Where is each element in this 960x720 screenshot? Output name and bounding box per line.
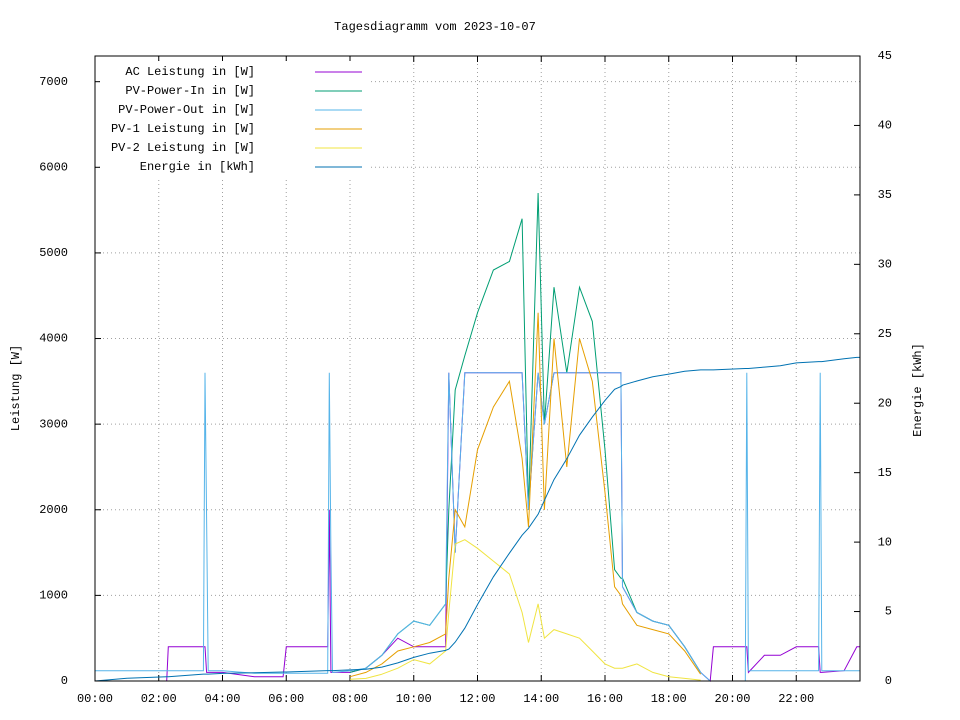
y2-tick-label: 0 [885, 674, 892, 688]
legend-label: PV-2 Leistung in [W] [111, 141, 255, 155]
y-axis-label: Leistung [W] [9, 345, 23, 431]
y2-tick-label: 20 [878, 396, 892, 410]
y2-tick-label: 5 [885, 605, 892, 619]
series-line [95, 372, 860, 682]
y-tick-label: 2000 [39, 503, 68, 517]
legend-label: Energie in [kWh] [140, 160, 255, 174]
legend-label: PV-1 Leistung in [W] [111, 122, 255, 136]
x-tick-label: 08:00 [332, 692, 368, 706]
y-tick-label: 4000 [39, 332, 68, 346]
x-tick-label: 02:00 [141, 692, 177, 706]
legend-label: PV-Power-In in [W] [125, 84, 255, 98]
y2-axis-label: Energie [kWh] [911, 343, 925, 437]
legend-label: PV-Power-Out in [W] [118, 103, 255, 117]
legend-box [100, 61, 368, 179]
y2-tick-label: 40 [878, 119, 892, 133]
y-tick-label: 0 [61, 674, 68, 688]
y-tick-label: 6000 [39, 160, 68, 174]
x-tick-label: 22:00 [778, 692, 814, 706]
y2-tick-label: 45 [878, 49, 892, 63]
chart-title: Tagesdiagramm vom 2023-10-07 [334, 20, 536, 34]
x-tick-label: 18:00 [651, 692, 687, 706]
y2-tick-label: 15 [878, 466, 892, 480]
series-line [349, 539, 701, 681]
legend-label: AC Leistung in [W] [125, 65, 255, 79]
y-tick-label: 7000 [39, 75, 68, 89]
y-tick-label: 1000 [39, 589, 68, 603]
x-tick-label: 14:00 [523, 692, 559, 706]
x-tick-label: 20:00 [714, 692, 750, 706]
y2-tick-label: 30 [878, 258, 892, 272]
y2-tick-label: 35 [878, 188, 892, 202]
series-line [94, 356, 860, 682]
x-tick-label: 04:00 [204, 692, 240, 706]
y-tick-label: 5000 [39, 246, 68, 260]
x-tick-label: 12:00 [459, 692, 495, 706]
x-tick-label: 16:00 [587, 692, 623, 706]
x-tick-label: 00:00 [77, 692, 113, 706]
y-tick-label: 3000 [39, 417, 68, 431]
plot-border [94, 55, 861, 682]
y2-tick-label: 25 [878, 327, 892, 341]
x-tick-label: 10:00 [396, 692, 432, 706]
y2-tick-label: 10 [878, 535, 892, 549]
x-tick-label: 06:00 [268, 692, 304, 706]
series-line [349, 312, 702, 678]
